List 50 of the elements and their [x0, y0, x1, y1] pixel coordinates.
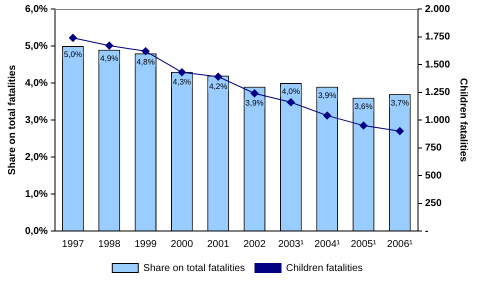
x-tick-label: 1998 [98, 238, 121, 250]
x-tick-label: 2002 [243, 238, 266, 250]
y-tick-label: 3,0% [24, 114, 48, 126]
data-label: 3,9% [245, 98, 264, 108]
point [105, 42, 114, 50]
x-tick-label: 1999 [134, 238, 158, 250]
legend-label: Children fatalities [286, 262, 363, 274]
x-tick-label: 1997 [62, 238, 85, 250]
y2-tick-label: - [424, 226, 428, 237]
data-label: 3,9% [318, 90, 336, 100]
y2-tick-label: 1.250 [424, 87, 450, 98]
point [323, 112, 332, 120]
y-axis-title: Share on total fatalities [6, 64, 18, 176]
point [396, 127, 404, 136]
y2-tick-label: 500 [424, 170, 442, 182]
point [142, 47, 150, 56]
data-label: 4,8% [136, 58, 155, 67]
point [214, 72, 222, 81]
data-label: 4,9% [100, 54, 118, 63]
data-label: 4,2% [209, 82, 228, 91]
legend-label: Share on total fatalities [143, 262, 246, 274]
y2-tick-label: 1.000 [424, 114, 450, 126]
x-tick-label: 2001 [207, 238, 230, 250]
y2-tick-label: 2.000 [424, 4, 450, 15]
x-tick-label: 2006¹ [387, 238, 414, 250]
x-tick-label: 2004¹ [314, 238, 341, 250]
y-tick-label: 1,0% [24, 188, 48, 200]
x-tick-label: 2005¹ [350, 238, 377, 250]
y-tick-label: 2,0% [24, 152, 48, 163]
y2-tick-label: 250 [424, 198, 442, 209]
y2-tick-label: 750 [424, 142, 442, 154]
y-tick-label: 5,0% [24, 40, 48, 52]
x-tick-label: 2000 [170, 238, 194, 250]
data-label: 4,3% [172, 77, 192, 86]
data-label: 4,0% [282, 87, 300, 96]
y2-axis-title: Children fatalities [457, 78, 468, 162]
point [286, 98, 295, 106]
y-tick-label: 6,0% [24, 4, 48, 15]
y-tick-label: 4,0% [24, 78, 48, 89]
y-tick-label: 0,0% [24, 226, 48, 237]
y2-tick-label: 1.750 [424, 32, 450, 42]
point [250, 89, 259, 98]
x-tick-label: 2003¹ [278, 238, 304, 250]
data-label: 3,7% [390, 98, 409, 108]
data-label: 3,6% [354, 102, 373, 112]
point [360, 122, 368, 130]
point [68, 34, 77, 42]
data-label: 5,0% [64, 50, 82, 60]
point [178, 68, 186, 76]
y2-tick-label: 1.500 [424, 59, 450, 70]
